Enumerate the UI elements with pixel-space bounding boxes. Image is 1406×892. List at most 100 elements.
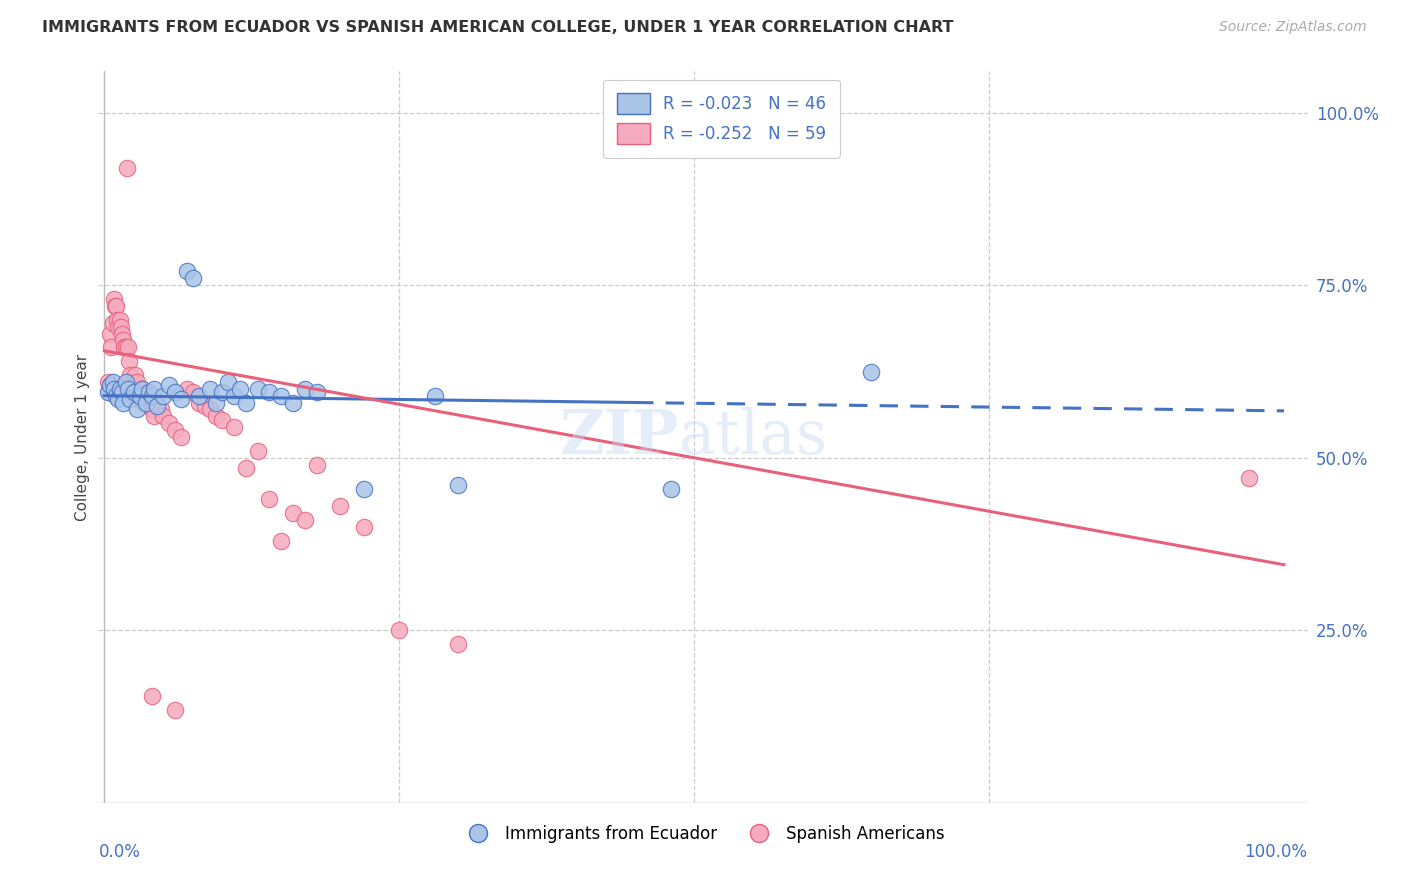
Point: [447, 637, 470, 651]
Point: [294, 513, 316, 527]
Point: [146, 399, 169, 413]
Point: [104, 299, 127, 313]
Point: [211, 413, 233, 427]
Point: [217, 375, 239, 389]
Point: [447, 478, 470, 492]
Point: [127, 402, 149, 417]
Point: [152, 389, 174, 403]
Point: [124, 368, 146, 382]
Point: [103, 382, 125, 396]
Point: [112, 340, 135, 354]
Point: [114, 340, 136, 354]
Point: [141, 402, 163, 417]
Point: [131, 382, 153, 396]
Point: [165, 423, 187, 437]
Text: ZIP: ZIP: [560, 407, 679, 467]
Point: [170, 430, 193, 444]
Point: [305, 458, 328, 472]
Point: [120, 375, 142, 389]
Point: [149, 402, 172, 417]
Point: [187, 395, 209, 409]
Point: [117, 340, 139, 354]
Point: [259, 385, 281, 400]
Point: [135, 389, 157, 403]
Point: [235, 461, 257, 475]
Point: [270, 389, 292, 403]
Point: [181, 271, 204, 285]
Point: [142, 382, 165, 396]
Y-axis label: College, Under 1 year: College, Under 1 year: [75, 353, 90, 521]
Point: [388, 624, 411, 638]
Point: [181, 385, 204, 400]
Point: [222, 389, 245, 403]
Text: Source: ZipAtlas.com: Source: ZipAtlas.com: [1219, 20, 1367, 34]
Point: [120, 368, 142, 382]
Point: [118, 354, 141, 368]
Point: [294, 382, 316, 396]
Point: [131, 382, 153, 396]
Point: [246, 382, 269, 396]
Text: IMMIGRANTS FROM ECUADOR VS SPANISH AMERICAN COLLEGE, UNDER 1 YEAR CORRELATION CH: IMMIGRANTS FROM ECUADOR VS SPANISH AMERI…: [42, 20, 953, 35]
Point: [200, 382, 222, 396]
Point: [157, 378, 180, 392]
Point: [281, 395, 304, 409]
Point: [98, 385, 121, 400]
Point: [103, 292, 125, 306]
Point: [165, 385, 187, 400]
Point: [127, 375, 149, 389]
Point: [165, 703, 187, 717]
Point: [146, 395, 169, 409]
Point: [107, 392, 129, 406]
Point: [98, 378, 121, 392]
Point: [141, 689, 163, 703]
Point: [170, 392, 193, 406]
Point: [105, 299, 128, 313]
Point: [329, 499, 352, 513]
Point: [98, 326, 121, 341]
Point: [423, 389, 446, 403]
Point: [101, 316, 124, 330]
Point: [112, 395, 135, 409]
Point: [1237, 471, 1260, 485]
Point: [101, 375, 124, 389]
Point: [111, 385, 134, 400]
Point: [200, 402, 222, 417]
Point: [122, 382, 145, 396]
Point: [108, 382, 131, 396]
Point: [176, 382, 198, 396]
Point: [141, 389, 163, 403]
Point: [194, 399, 217, 413]
Point: [120, 392, 142, 406]
Point: [281, 506, 304, 520]
Point: [135, 395, 157, 409]
Text: atlas: atlas: [679, 407, 827, 467]
Point: [229, 382, 252, 396]
Point: [222, 419, 245, 434]
Point: [270, 533, 292, 548]
Point: [111, 326, 134, 341]
Point: [128, 385, 150, 400]
Point: [659, 482, 682, 496]
Text: 100.0%: 100.0%: [1244, 843, 1308, 861]
Point: [112, 334, 135, 348]
Legend: Immigrants from Ecuador, Spanish Americans: Immigrants from Ecuador, Spanish America…: [456, 818, 950, 849]
Point: [205, 395, 228, 409]
Point: [246, 443, 269, 458]
Point: [128, 389, 150, 403]
Point: [205, 409, 228, 424]
Point: [110, 319, 132, 334]
Point: [157, 417, 180, 431]
Point: [305, 385, 328, 400]
Point: [114, 375, 136, 389]
Point: [138, 385, 160, 400]
Point: [860, 365, 883, 379]
Point: [176, 264, 198, 278]
Point: [187, 389, 209, 403]
Point: [97, 375, 120, 389]
Point: [134, 395, 156, 409]
Point: [235, 395, 257, 409]
Point: [117, 382, 139, 396]
Point: [100, 340, 122, 354]
Point: [108, 312, 131, 326]
Point: [353, 520, 375, 534]
